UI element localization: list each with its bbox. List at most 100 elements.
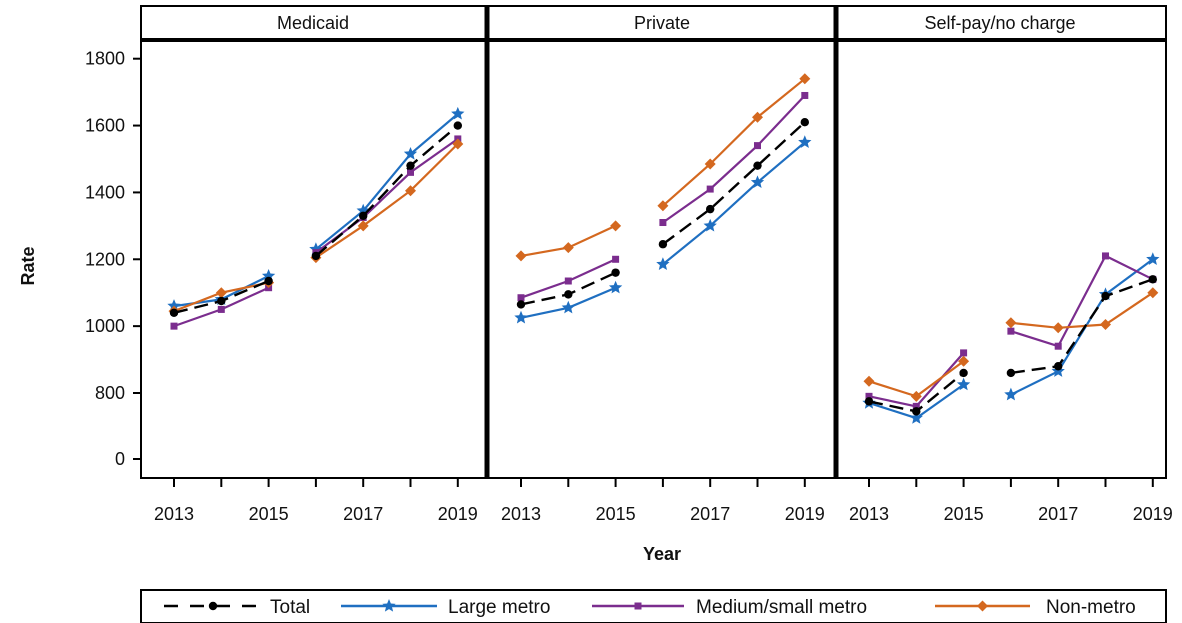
- x-tick-label: 2019: [438, 504, 478, 524]
- data-point: [357, 220, 369, 232]
- legend-marker: [382, 599, 396, 612]
- series-total-panel-1: [169, 121, 462, 317]
- legend-item-non-metro: Non-metro: [935, 597, 1136, 618]
- data-point: [405, 185, 416, 197]
- series-non-metro-panel-2: [515, 73, 811, 262]
- y-tick-label: 1800: [85, 49, 125, 69]
- legend-marker: [208, 601, 218, 611]
- plot-frame: [140, 39, 1167, 479]
- series-non-metro-panel-3: [863, 287, 1159, 402]
- series-line: [1010, 254, 1154, 348]
- data-point: [909, 411, 923, 424]
- data-point: [800, 118, 809, 127]
- series-medium-small-metro-panel-3: [865, 252, 1157, 410]
- data-point: [1007, 327, 1015, 335]
- data-point: [706, 185, 714, 193]
- data-point: [611, 268, 620, 277]
- data-point: [956, 377, 971, 391]
- data-point: [170, 322, 178, 330]
- series-total-panel-2: [516, 118, 809, 309]
- data-point: [910, 390, 922, 402]
- legend-label: Medium/small metro: [696, 597, 867, 618]
- x-axes: 2013 2015 2017 2019 2013 2015 2017 2019 2013 2015…: [154, 478, 1173, 524]
- data-point: [167, 299, 181, 312]
- series-line: [315, 113, 459, 251]
- data-point: [311, 251, 321, 261]
- y-axis-title: Rate: [18, 246, 38, 285]
- data-point: [659, 219, 667, 227]
- data-point: [612, 255, 620, 263]
- strip-frame: [140, 5, 1167, 42]
- strip-title-medicaid: Medicaid: [277, 13, 349, 33]
- x-tick-label: 2013: [154, 504, 194, 524]
- series-line: [315, 138, 459, 254]
- data-point: [658, 240, 668, 249]
- y-tick-label: 0: [115, 449, 125, 469]
- series-line: [1010, 291, 1154, 329]
- data-point: [169, 308, 179, 317]
- panel-strips: Medicaid Private Self-pay/no charge: [140, 5, 1167, 42]
- data-point: [564, 277, 572, 285]
- y-tick-label: 1000: [85, 316, 125, 336]
- data-point: [864, 397, 874, 406]
- series-large-metro-panel-2: [514, 135, 812, 324]
- data-point: [1004, 387, 1018, 401]
- data-point: [960, 349, 968, 357]
- x-tick-label: 2019: [1133, 504, 1173, 524]
- strip-title-private: Private: [634, 13, 690, 33]
- data-point: [912, 407, 921, 416]
- series-line: [315, 124, 459, 257]
- series-non-metro-panel-1: [168, 138, 464, 317]
- legend-label: Large metro: [448, 597, 550, 618]
- data-point: [753, 161, 762, 170]
- data-point: [754, 142, 761, 150]
- x-tick-label: 2013: [501, 504, 541, 524]
- y-axis: 0 800 1000 1200 1400 1600 1800: [85, 49, 141, 469]
- data-point: [1054, 342, 1062, 350]
- data-point: [1005, 317, 1017, 329]
- series-large-metro-panel-3: [862, 252, 1160, 424]
- data-point: [403, 146, 418, 160]
- series-layer: [167, 73, 1160, 424]
- data-point: [958, 355, 970, 367]
- legend-label: Non-metro: [1046, 597, 1136, 618]
- legend-label: Total: [270, 597, 310, 618]
- data-point: [1100, 318, 1111, 330]
- data-point: [562, 242, 574, 254]
- data-point: [912, 402, 920, 410]
- data-point: [217, 305, 225, 313]
- series-line: [662, 77, 806, 207]
- data-point: [1052, 322, 1064, 334]
- y-tick-label: 800: [95, 383, 125, 403]
- y-tick-label: 1200: [85, 249, 125, 269]
- data-point: [1006, 368, 1016, 378]
- series-line: [662, 94, 806, 224]
- y-tick-label: 1600: [85, 116, 125, 136]
- data-point: [1148, 275, 1158, 284]
- data-point: [863, 375, 875, 387]
- data-point: [798, 135, 812, 148]
- data-point: [514, 310, 528, 324]
- x-axis-title: Year: [643, 544, 681, 564]
- data-point: [703, 218, 717, 232]
- data-point: [264, 276, 273, 286]
- data-point: [453, 121, 462, 130]
- legend: Total Large metro Medium/small metro Non-me…: [140, 589, 1167, 623]
- y-tick-label: 1400: [85, 182, 125, 202]
- data-point: [564, 290, 573, 299]
- legend-marker: [977, 600, 988, 612]
- legend-marker: [634, 602, 642, 610]
- series-line: [1010, 278, 1154, 375]
- data-point: [515, 250, 527, 262]
- data-point: [359, 211, 368, 221]
- data-point: [799, 73, 811, 85]
- data-point: [561, 300, 575, 314]
- data-point: [451, 106, 465, 120]
- data-point: [1051, 364, 1065, 377]
- series-total-panel-3: [864, 275, 1158, 416]
- data-point: [656, 257, 670, 270]
- series-medium-small-metro-panel-2: [517, 91, 809, 302]
- strip-title-self-pay: Self-pay/no charge: [924, 13, 1075, 33]
- data-point: [1146, 252, 1160, 265]
